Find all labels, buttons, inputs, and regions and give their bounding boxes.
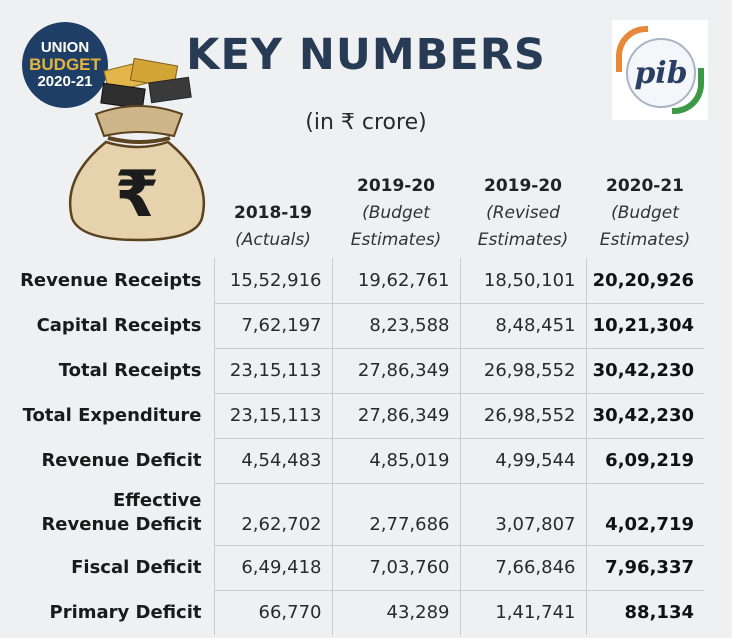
table-cell: 27,86,349: [331, 393, 460, 439]
table-cell: 6,49,418: [213, 545, 332, 591]
table-cell: 7,62,197: [213, 303, 332, 349]
page-title: KEY NUMBERS: [186, 30, 546, 80]
table-row: Capital Receipts 7,62,197 8,23,588 8,48,…: [0, 303, 704, 349]
table-cell: 18,50,101: [459, 258, 586, 304]
table-cell: 2,62,702: [213, 483, 332, 546]
table-row: Primary Deficit 66,770 43,289 1,41,741 8…: [0, 590, 704, 635]
badge-line-3: 2020-21: [37, 72, 93, 90]
table-cell: 20,20,926: [585, 258, 704, 304]
pib-logo-text: pib: [634, 55, 688, 91]
row-label: Effective Revenue Deficit: [0, 483, 214, 545]
table-cell: 1,41,741: [459, 590, 586, 635]
table-cell: 23,15,113: [213, 393, 332, 439]
row-label: Capital Receipts: [36, 314, 202, 336]
table-cell: 7,03,760: [331, 545, 460, 591]
table-cell: 7,96,337: [585, 545, 704, 591]
table-row: Total Expenditure 23,15,113 27,86,349 26…: [0, 393, 704, 439]
row-label-line-1: Effective: [113, 490, 202, 511]
table-row: Revenue Receipts 15,52,916 19,62,761 18,…: [0, 258, 704, 304]
table-cell: 26,98,552: [459, 393, 586, 439]
table-cell: 8,23,588: [331, 303, 460, 349]
rupee-symbol: ₹: [115, 158, 160, 232]
row-label: Revenue Deficit: [41, 449, 202, 471]
table-cell: 3,07,807: [459, 483, 586, 546]
pib-logo: pib: [612, 20, 708, 120]
money-bag-icon: ₹: [68, 58, 206, 242]
table-cell: 66,770: [213, 590, 332, 635]
key-numbers-table: 2018-19 (Actuals) 2019-20 (Budget Estima…: [0, 168, 704, 635]
table-cell: 30,42,230: [585, 348, 704, 394]
table-cell: 4,54,483: [213, 438, 332, 484]
table-cell: 43,289: [331, 590, 460, 635]
table-cell: 4,99,544: [459, 438, 586, 484]
row-label: Fiscal Deficit: [71, 556, 202, 578]
table-cell: 19,62,761: [331, 258, 460, 304]
table-row: Effective Revenue Deficit 2,62,702 2,77,…: [0, 483, 704, 546]
table-cell: 26,98,552: [459, 348, 586, 394]
gold-bars-icon: [100, 58, 192, 110]
table-cell: 4,02,719: [585, 483, 704, 546]
union-budget-badge: UNION BUDGET 2020-21: [22, 22, 108, 108]
row-label: Total Expenditure: [22, 404, 202, 426]
row-label-line-2: Revenue Deficit: [41, 514, 202, 535]
table-cell: 6,09,219: [585, 438, 704, 484]
page-subtitle: (in ₹ crore): [305, 110, 427, 135]
table-cell: 88,134: [585, 590, 704, 635]
table-cell: 2,77,686: [331, 483, 460, 546]
table-row: Total Receipts 23,15,113 27,86,349 26,98…: [0, 348, 704, 394]
badge-line-1: UNION: [40, 39, 90, 57]
table-cell: 23,15,113: [213, 348, 332, 394]
table-cell: 30,42,230: [585, 393, 704, 439]
row-label: Revenue Receipts: [20, 269, 202, 291]
table-cell: 15,52,916: [213, 258, 332, 304]
table-cell: 7,66,846: [459, 545, 586, 591]
column-header: 2020-21 (Budget Estimates): [599, 176, 691, 250]
table-cell: 8,48,451: [459, 303, 586, 349]
badge-line-2: BUDGET: [29, 55, 101, 75]
table-row: Revenue Deficit 4,54,483 4,85,019 4,99,5…: [0, 438, 704, 484]
column-header: 2019-20 (Budget Estimates): [350, 176, 442, 250]
table-cell: 10,21,304: [585, 303, 704, 349]
column-header: 2018-19 (Actuals): [233, 203, 313, 250]
table-cell: 4,85,019: [331, 438, 460, 484]
row-label: Total Receipts: [58, 359, 202, 381]
table-cell: 27,86,349: [331, 348, 460, 394]
table-row: Fiscal Deficit 6,49,418 7,03,760 7,66,84…: [0, 545, 704, 591]
row-label: Primary Deficit: [49, 601, 202, 623]
column-header: 2019-20 (Revised Estimates): [477, 176, 569, 250]
